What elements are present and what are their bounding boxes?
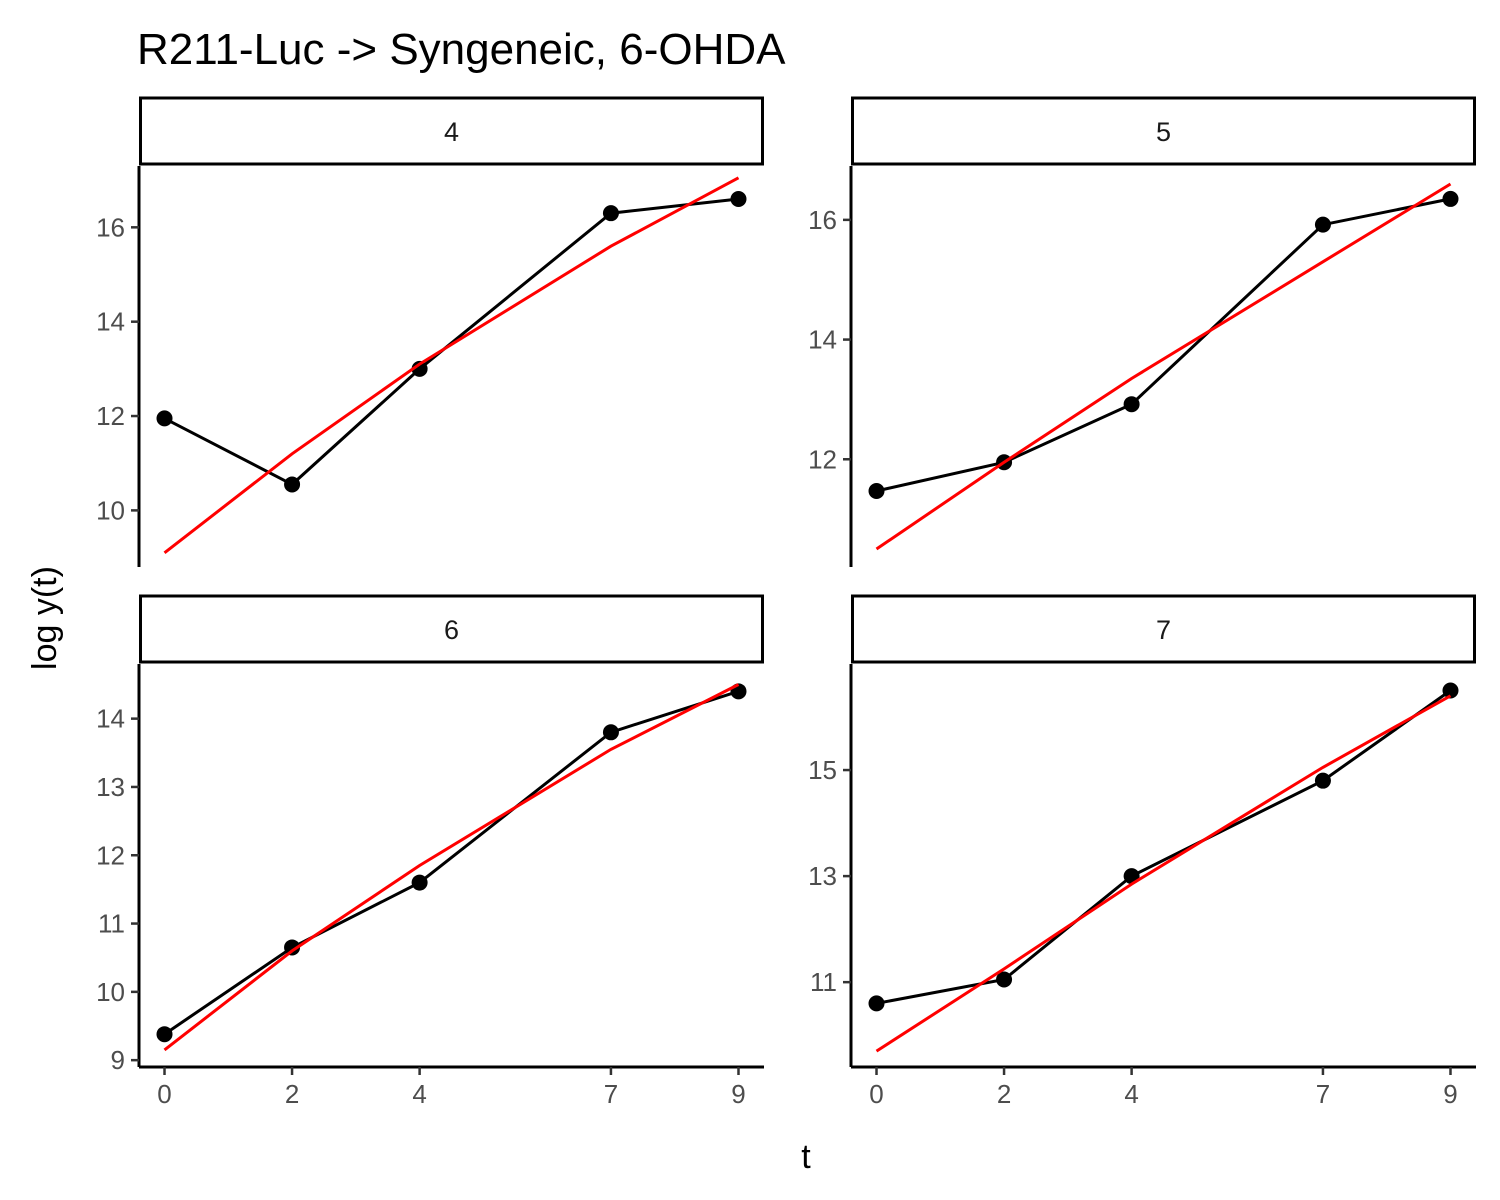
- facet-strip-label: 4: [444, 117, 459, 147]
- observed-point: [156, 410, 173, 427]
- observed-point: [602, 205, 619, 222]
- facet-panels: 4 10 12 14 16 5 12 14 16 6 9 10 11 12 13 14 0 2 4 7 9 7 11 13 15…: [96, 96, 1476, 1109]
- observed-point: [284, 939, 301, 956]
- x-tick-label: 4: [412, 1079, 426, 1109]
- facet-strip: [851, 594, 1476, 664]
- y-tick-label: 12: [96, 840, 125, 870]
- fit-line: [875, 182, 1452, 551]
- fit-line: [875, 694, 1452, 1053]
- observed-point: [868, 482, 885, 499]
- y-tick-label: 12: [96, 401, 125, 431]
- y-tick-label: 14: [96, 307, 125, 337]
- observed-point: [411, 874, 428, 891]
- y-tick-label: 14: [808, 325, 837, 355]
- x-tick-label: 7: [1316, 1079, 1330, 1109]
- observed-point: [1442, 190, 1459, 207]
- observed-point: [602, 724, 619, 741]
- chart-title: R211-Luc -> Syngeneic, 6-OHDA: [137, 25, 786, 74]
- facet-panel-6: 6 9 10 11 12 13 14 0 2 4 7 9: [96, 594, 764, 1109]
- facet-strip: [139, 96, 764, 166]
- y-tick-label: 16: [96, 212, 125, 242]
- fit-line: [163, 683, 740, 1052]
- facet-strip-label: 6: [444, 615, 459, 645]
- observed-line: [163, 197, 739, 487]
- x-tick-label: 0: [157, 1079, 171, 1109]
- x-axis-title: t: [801, 1138, 811, 1176]
- observed-point: [996, 971, 1013, 988]
- x-tick-label: 7: [604, 1079, 618, 1109]
- x-tick-label: 2: [997, 1079, 1011, 1109]
- y-tick-label: 10: [96, 977, 125, 1007]
- facet-panel-4: 4 10 12 14 16: [96, 96, 764, 567]
- observed-point: [284, 476, 301, 493]
- facet-strip: [139, 594, 764, 664]
- observed-point: [1123, 396, 1140, 413]
- facet-strip: [851, 96, 1476, 166]
- y-tick-label: 11: [810, 967, 837, 997]
- x-tick-label: 2: [285, 1079, 299, 1109]
- y-tick-label: 11: [98, 909, 125, 939]
- observed-line: [876, 689, 1452, 1005]
- y-tick-label: 13: [808, 861, 837, 891]
- facet-panel-7: 7 11 13 15 0 2 4 7 9: [808, 594, 1476, 1109]
- observed-line: [876, 197, 1451, 493]
- observed-point: [411, 360, 428, 377]
- y-axis-title: log y(t): [26, 566, 64, 670]
- y-tick-label: 15: [808, 755, 837, 785]
- y-tick-label: 13: [96, 772, 125, 802]
- y-tick-label: 9: [111, 1045, 125, 1075]
- x-tick-label: 9: [731, 1079, 745, 1109]
- x-tick-label: 0: [869, 1079, 883, 1109]
- y-tick-label: 14: [96, 704, 125, 734]
- y-tick-label: 12: [808, 444, 837, 474]
- observed-point: [1442, 682, 1459, 699]
- observed-point: [1314, 216, 1331, 233]
- fit-line: [163, 176, 740, 554]
- observed-point: [156, 1026, 173, 1043]
- facet-strip-label: 5: [1156, 117, 1171, 147]
- facet-panel-5: 5 12 14 16: [808, 96, 1476, 567]
- facet-strip-label: 7: [1156, 615, 1171, 645]
- observed-point: [1314, 772, 1331, 789]
- x-tick-label: 9: [1443, 1079, 1457, 1109]
- y-tick-label: 10: [96, 495, 125, 525]
- x-tick-label: 4: [1124, 1079, 1138, 1109]
- y-tick-label: 16: [808, 205, 837, 235]
- observed-point: [730, 191, 747, 208]
- observed-point: [868, 995, 885, 1012]
